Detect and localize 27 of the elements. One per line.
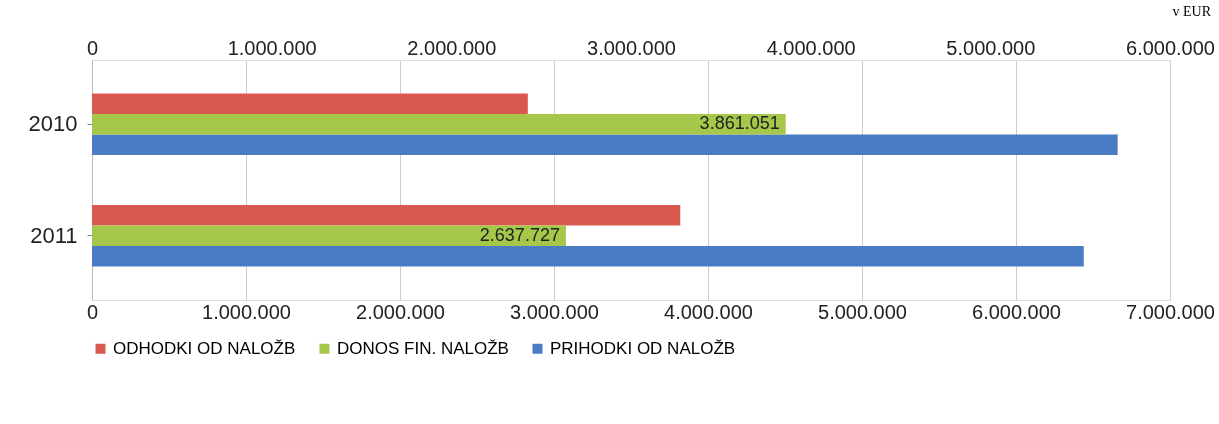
x2-tick-label: 1.000.000 <box>227 36 317 59</box>
bar <box>92 93 528 114</box>
x-tick-label: 3.000.000 <box>510 300 599 323</box>
x-tick-label: 0 <box>86 300 99 323</box>
x2-tick-label: 3.000.000 <box>587 36 676 59</box>
data-label: 2.637.727 <box>479 224 560 245</box>
x2-tick-label: 6.000.000 <box>1126 36 1215 59</box>
bar <box>92 134 1118 155</box>
x-tick-label: 2.000.000 <box>356 300 445 323</box>
x-tick-label: 4.000.000 <box>664 300 753 323</box>
y-tick-label: 2010 <box>28 111 78 137</box>
x2-tick-label: 5.000.000 <box>946 36 1036 59</box>
x-tick-label: 7.000.000 <box>1126 300 1215 323</box>
legend-label: ODHODKI OD NALOŽB <box>113 338 296 358</box>
bar <box>92 205 681 226</box>
bar <box>92 246 1084 267</box>
legend-label: PRIHODKI OD NALOŽB <box>550 338 736 358</box>
x-tick-label: 6.000.000 <box>972 300 1061 323</box>
text: v EUR <box>1172 4 1211 20</box>
data-label: 3.861.051 <box>699 113 780 134</box>
x-tick-label: 1.000.000 <box>202 300 291 323</box>
legend-label: DONOS FIN. NALOŽB <box>337 338 509 358</box>
y-tick-label: 2011 <box>30 222 78 248</box>
x-tick-label: 5.000.000 <box>818 300 907 323</box>
x2-tick-label: 4.000.000 <box>766 36 856 59</box>
x2-tick-label: 0 <box>86 36 99 59</box>
x2-tick-label: 2.000.000 <box>407 36 497 59</box>
